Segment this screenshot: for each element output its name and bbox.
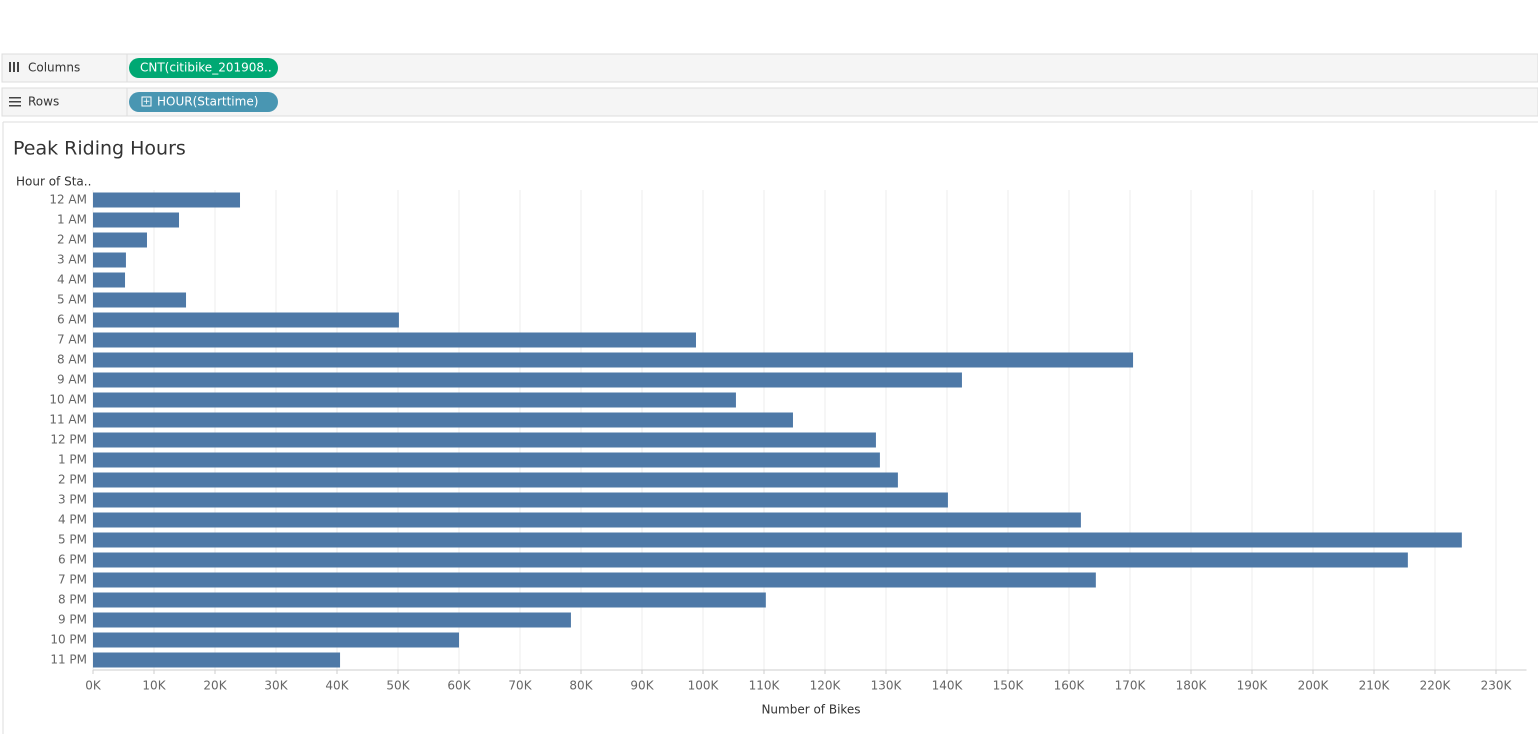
shelf-label: Columns	[28, 61, 80, 75]
y-tick-label: 7 PM	[58, 573, 87, 587]
y-axis-title: Hour of Sta..	[16, 175, 91, 189]
y-tick-label: 9 PM	[58, 613, 87, 627]
y-tick-label: 5 PM	[58, 533, 87, 547]
x-tick-label: 130K	[871, 679, 903, 693]
bar	[93, 412, 793, 428]
x-tick-label: 70K	[508, 679, 532, 693]
y-tick-label: 6 PM	[58, 553, 87, 567]
x-tick-label: 50K	[386, 679, 410, 693]
chart-title: Peak Riding Hours	[13, 138, 186, 160]
bar	[93, 192, 241, 208]
bar	[93, 212, 180, 228]
y-tick-label: 5 AM	[57, 293, 87, 307]
y-tick-label: 7 AM	[57, 333, 87, 347]
x-tick-label: 210K	[1359, 679, 1391, 693]
y-tick-label: 10 PM	[50, 633, 87, 647]
bar	[93, 272, 126, 288]
bar	[93, 372, 962, 388]
x-tick-label: 110K	[749, 679, 781, 693]
x-tick-label: 40K	[325, 679, 349, 693]
y-tick-label: 1 PM	[58, 453, 87, 467]
x-tick-label: 20K	[203, 679, 227, 693]
bar	[93, 332, 696, 348]
x-tick-label: 200K	[1298, 679, 1330, 693]
bar	[93, 572, 1096, 588]
y-tick-label: 6 AM	[57, 313, 87, 327]
bar	[93, 472, 898, 488]
bar	[93, 252, 126, 268]
y-tick-label: 11 AM	[49, 413, 87, 427]
x-tick-label: 0K	[85, 679, 102, 693]
bar	[93, 592, 766, 608]
bar	[93, 612, 571, 628]
x-tick-label: 230K	[1481, 679, 1513, 693]
y-tick-label: 4 AM	[57, 273, 87, 287]
bar	[93, 392, 736, 408]
y-tick-label: 1 AM	[57, 213, 87, 227]
bar	[93, 232, 147, 248]
y-tick-label: 8 PM	[58, 593, 87, 607]
pill-icon: +	[143, 97, 151, 107]
y-tick-label: 12 AM	[49, 193, 87, 207]
y-tick-label: 2 PM	[58, 473, 87, 487]
y-tick-label: 10 AM	[49, 393, 87, 407]
x-axis-title: Number of Bikes	[761, 703, 860, 717]
pill[interactable]	[129, 58, 278, 78]
bar	[93, 652, 341, 668]
x-tick-label: 30K	[264, 679, 288, 693]
rows-icon	[9, 97, 21, 107]
bar	[93, 512, 1081, 528]
bar	[93, 492, 948, 508]
x-tick-label: 140K	[932, 679, 964, 693]
pill-icon	[141, 96, 152, 107]
x-tick-label: 10K	[142, 679, 166, 693]
y-tick-label: 3 AM	[57, 253, 87, 267]
pill-text[interactable]: CNT(citibike_201908..	[140, 61, 272, 75]
columns-icon	[9, 62, 19, 72]
bar	[93, 312, 399, 328]
bar	[93, 352, 1134, 368]
y-tick-label: 12 PM	[50, 433, 87, 447]
y-tick-label: 3 PM	[58, 493, 87, 507]
y-tick-label: 2 AM	[57, 233, 87, 247]
bar	[93, 452, 880, 468]
y-tick-label: 8 AM	[57, 353, 87, 367]
x-tick-label: 120K	[810, 679, 842, 693]
y-tick-label: 4 PM	[58, 513, 87, 527]
x-tick-label: 60K	[447, 679, 471, 693]
pill[interactable]	[129, 92, 278, 112]
bar	[93, 432, 876, 448]
bar	[93, 552, 1408, 568]
x-tick-label: 100K	[688, 679, 720, 693]
x-tick-label: 150K	[993, 679, 1025, 693]
shelf-label: Rows	[28, 95, 59, 109]
x-tick-label: 160K	[1054, 679, 1086, 693]
x-tick-label: 180K	[1176, 679, 1208, 693]
y-tick-label: 11 PM	[50, 653, 87, 667]
bar	[93, 292, 187, 308]
pill-text[interactable]: HOUR(Starttime)	[157, 95, 258, 109]
x-tick-label: 170K	[1115, 679, 1147, 693]
x-tick-label: 80K	[569, 679, 593, 693]
x-tick-label: 220K	[1420, 679, 1452, 693]
x-tick-label: 90K	[630, 679, 654, 693]
y-tick-label: 9 AM	[57, 373, 87, 387]
bar	[93, 632, 459, 648]
x-tick-label: 190K	[1237, 679, 1269, 693]
bar	[93, 532, 1462, 548]
